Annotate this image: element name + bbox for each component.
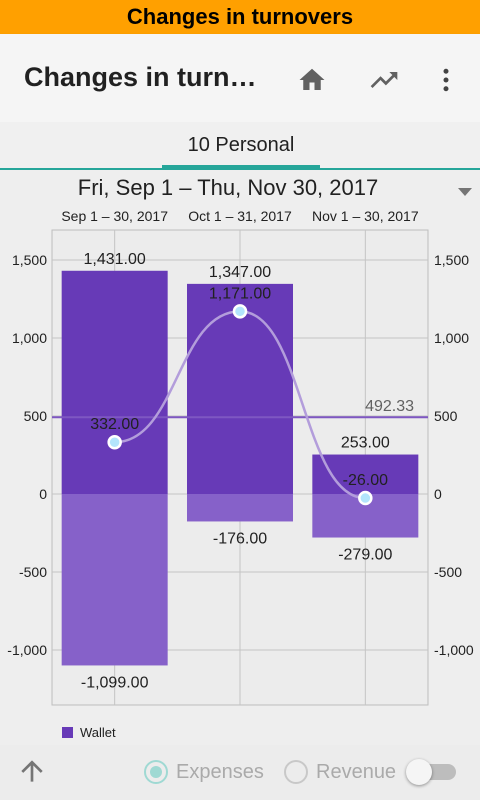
bar-expense — [61, 494, 168, 666]
legend-swatch-wallet — [62, 727, 73, 738]
x-category-label: Oct 1 – 31, 2017 — [188, 208, 292, 224]
y-tick-label-right: 1,500 — [434, 252, 469, 268]
banner-title: Changes in turnovers — [126, 4, 354, 29]
revenue-radio[interactable] — [284, 760, 308, 784]
income-value-label: 1,347.00 — [209, 264, 271, 281]
date-range-label: Fri, Sep 1 – Thu, Nov 30, 2017 — [77, 175, 379, 200]
expense-value-label: -279.00 — [338, 547, 392, 564]
title-banner: Changes in turnovers — [0, 0, 480, 34]
chevron-down-icon[interactable] — [458, 184, 472, 202]
switch-thumb — [406, 759, 432, 785]
y-tick-label-right: 0 — [434, 486, 442, 502]
net-point — [107, 434, 122, 450]
page-title: Changes in turn… — [24, 62, 257, 92]
expense-value-label: -176.00 — [213, 530, 267, 547]
expense-value-label: -1,099.00 — [81, 674, 149, 691]
net-value-label: -26.00 — [343, 472, 388, 489]
bar-income — [61, 270, 168, 494]
arrow-up-icon[interactable] — [16, 755, 48, 792]
tab-indicator — [162, 165, 320, 168]
y-tick-label-left: 500 — [24, 408, 48, 424]
y-tick-label-left: 1,000 — [12, 330, 47, 346]
net-value-label: 1,171.00 — [209, 285, 271, 302]
y-tick-label-left: -500 — [19, 564, 47, 580]
home-icon[interactable] — [294, 62, 330, 98]
chart-toggle-switch[interactable] — [404, 759, 456, 785]
tab-bar: 10 Personal — [0, 122, 480, 170]
app-bar: Changes in turn… — [0, 34, 480, 122]
x-category-label: Sep 1 – 30, 2017 — [61, 208, 168, 224]
income-value-label: 253.00 — [341, 435, 390, 452]
legend-label-wallet: Wallet — [80, 725, 116, 740]
income-value-label: 1,431.00 — [84, 251, 146, 268]
y-tick-label-right: 500 — [434, 408, 458, 424]
expenses-label: Expenses — [176, 760, 264, 783]
trending-up-icon[interactable] — [366, 62, 402, 98]
y-tick-label-right: 1,000 — [434, 330, 469, 346]
revenue-label: Revenue — [316, 760, 397, 783]
date-range-selector[interactable]: Fri, Sep 1 – Thu, Nov 30, 2017 — [0, 172, 480, 204]
x-category-label: Nov 1 – 30, 2017 — [312, 208, 419, 224]
turnover-chart: -1,000 -1,000 -500 -500 0 0 500 500 1,000 1,000 1,… — [7, 208, 474, 740]
net-value-label: 332.00 — [90, 416, 139, 433]
expenses-radio[interactable] — [144, 760, 168, 784]
tab-personal[interactable]: 10 Personal — [187, 133, 295, 156]
more-vert-icon[interactable] — [428, 62, 464, 98]
bar-expense — [187, 494, 293, 522]
y-tick-label-left: 1,500 — [12, 252, 47, 268]
net-point — [232, 304, 248, 319]
net-point — [358, 490, 373, 506]
y-tick-label-right: -500 — [434, 564, 462, 580]
y-tick-label-right: -1,000 — [434, 642, 474, 658]
revenue-option[interactable]: Revenue — [284, 757, 396, 787]
expenses-option[interactable]: Expenses — [144, 757, 264, 787]
average-label: 492.33 — [365, 398, 414, 415]
bar-income — [187, 283, 293, 494]
y-tick-label-left: -1,000 — [7, 642, 47, 658]
bottom-bar: Expenses Revenue — [0, 745, 480, 800]
y-tick-label-left: 0 — [39, 486, 47, 502]
